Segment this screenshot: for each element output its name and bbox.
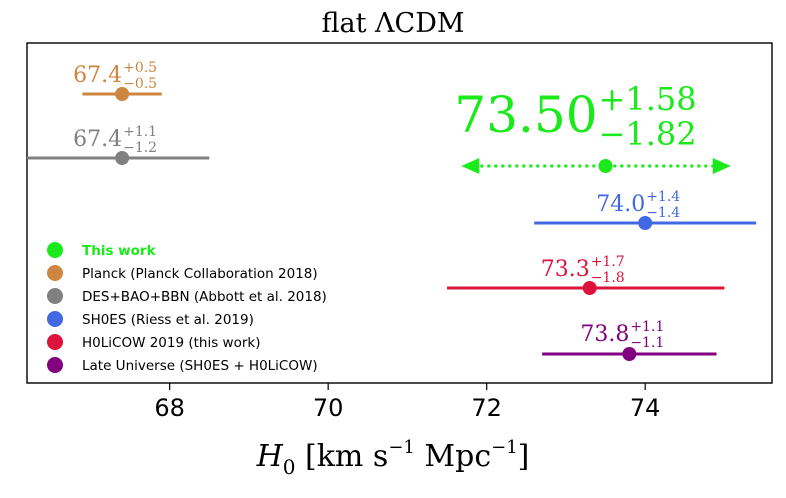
arrow-right: [712, 158, 731, 174]
minus-error-label: −1.82: [599, 115, 697, 153]
data-point: [582, 281, 597, 295]
value-label: 67.4: [73, 63, 122, 88]
legend-label: SH0ES (Riess et al. 2019): [82, 312, 254, 328]
x-tick-label: 72: [471, 394, 502, 422]
minus-error-label: −1.8: [591, 270, 625, 286]
xlabel-unit: [km s: [296, 439, 389, 474]
xlabel-exponent-2: −1: [491, 437, 518, 458]
series-2: 67.4 +1.1−1.2: [27, 124, 210, 165]
minus-error-label: −1.2: [123, 140, 157, 156]
series-4: 73.3 +1.7−1.8: [447, 254, 725, 295]
value-label: 73.8: [580, 322, 629, 347]
series-0: 73.50 +1.58−1.82: [454, 80, 731, 174]
legend-label: This work: [82, 243, 157, 259]
value-label: 67.4: [73, 127, 122, 152]
plus-error-label: +1.58: [599, 80, 697, 118]
x-tick-label: 74: [630, 394, 661, 422]
legend-label: H0LiCOW 2019 (this work): [82, 335, 260, 351]
plus-error-label: +1.1: [630, 319, 664, 335]
legend-marker: [47, 265, 63, 281]
xlabel-exponent-1: −1: [388, 437, 415, 458]
legend-marker: [47, 288, 63, 304]
legend-marker: [47, 357, 63, 373]
x-tick-label: 68: [154, 394, 185, 422]
data-point: [638, 216, 653, 230]
xlabel-close: ]: [518, 439, 530, 474]
data-point: [115, 151, 130, 165]
data-point: [598, 159, 613, 173]
value-label: 73.50: [454, 86, 597, 144]
x-axis-ticks: 68 70 72 74: [154, 383, 660, 422]
data-point: [115, 87, 130, 101]
legend-label: Late Universe (SH0ES + H0LiCOW): [82, 358, 318, 374]
xlabel-unit-mid: Mpc: [415, 439, 491, 474]
plus-error-label: +0.5: [123, 60, 157, 76]
plot-frame: [26, 42, 773, 384]
x-axis-label: H0 [km s−1 Mpc−1]: [256, 437, 530, 479]
value-label: 74.0: [596, 192, 645, 217]
legend: This work Planck (Planck Collaboration 20…: [47, 242, 327, 374]
legend-marker: [47, 334, 63, 350]
arrow-left: [461, 158, 480, 174]
minus-error-label: −1.4: [646, 205, 680, 221]
series-5: 73.8 +1.1−1.1: [542, 319, 717, 361]
chart-title: flat ΛCDM: [322, 8, 465, 39]
plus-error-label: +1.4: [646, 189, 680, 205]
legend-marker: [47, 242, 63, 258]
series-3: 74.0 +1.4−1.4: [534, 189, 757, 230]
xlabel-symbol: H: [256, 439, 284, 474]
data-point: [622, 347, 637, 361]
legend-label: Planck (Planck Collaboration 2018): [82, 266, 318, 282]
series-1: 67.4 +0.5−0.5: [73, 60, 162, 101]
x-tick-label: 70: [313, 394, 344, 422]
legend-label: DES+BAO+BBN (Abbott et al. 2018): [82, 289, 327, 305]
legend-marker: [47, 311, 63, 327]
minus-error-label: −1.1: [630, 335, 664, 351]
xlabel-subscript: 0: [283, 455, 296, 479]
x-axis-label-text: H0 [km s−1 Mpc−1]: [256, 437, 530, 479]
plus-error-label: +1.1: [123, 124, 157, 140]
minus-error-label: −0.5: [123, 76, 157, 92]
plus-error-label: +1.7: [591, 254, 625, 270]
value-label: 73.3: [541, 257, 590, 282]
